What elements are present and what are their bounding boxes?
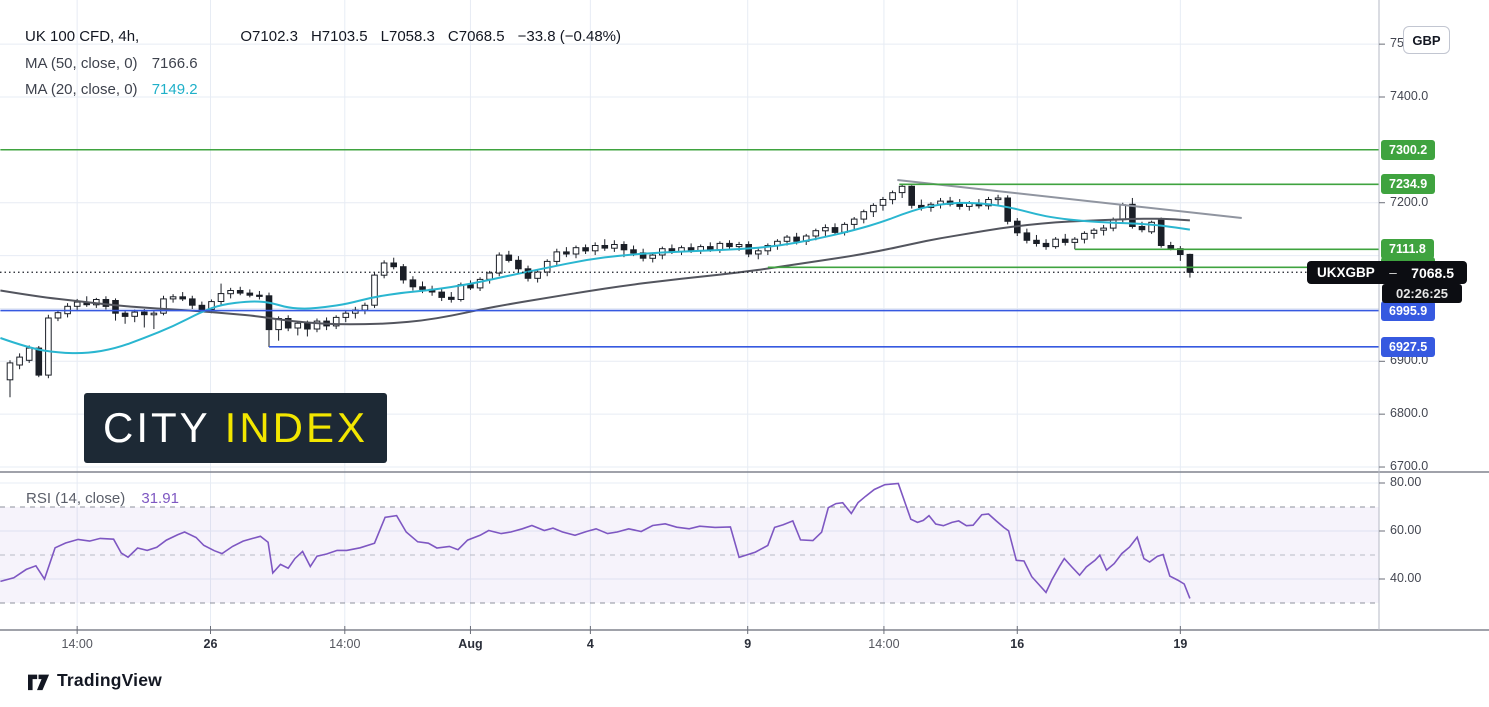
currency-toggle-button[interactable]: GBP <box>1403 26 1450 54</box>
rsi-axis-label: 80.00 <box>1390 475 1422 489</box>
time-axis[interactable]: 14:00 26 14:00 Aug 4 9 14:00 16 19 <box>0 630 1379 665</box>
price-axis-label: 6900.0 <box>1390 353 1429 368</box>
price-axis-label: 6800.0 <box>1390 406 1429 421</box>
ma50-legend[interactable]: MA (50, close, 0) 7166.6 <box>25 55 198 72</box>
watermark-index: INDEX <box>224 404 369 451</box>
rsi-axis-label: 60.00 <box>1390 523 1422 537</box>
ma20-line <box>0 201 1191 355</box>
price-axis[interactable]: 7500.07400.07200.06900.06800.06700.07300… <box>1379 0 1489 630</box>
ma20-value: 7149.2 <box>151 81 198 98</box>
city-index-watermark: CITY INDEX <box>84 393 387 463</box>
rsi-value: 31.91 <box>141 490 179 507</box>
price-level-tag-green: 7111.8 <box>1381 239 1434 260</box>
currency-label: GBP <box>1412 32 1441 48</box>
bar-countdown: 02:26:25 <box>1382 284 1462 303</box>
tradingview-logo-icon <box>28 674 50 690</box>
price-axis-label: 7400.0 <box>1390 89 1429 103</box>
time-axis-label: 9 <box>744 637 752 651</box>
time-axis-label: 14:00 <box>868 637 900 651</box>
rsi-line <box>0 482 1191 599</box>
price-axis-label: 6700.0 <box>1390 459 1429 474</box>
last-price-value: 7068.5 <box>1411 264 1454 281</box>
rsi-label: RSI (14, close) <box>26 490 126 507</box>
time-axis-label: Aug <box>458 637 483 651</box>
ohlc-open: O7102.3 <box>240 28 298 45</box>
ma50-line <box>0 217 1190 326</box>
time-axis-label: 4 <box>586 637 594 651</box>
ma20-legend[interactable]: MA (20, close, 0) 7149.2 <box>25 81 198 98</box>
price-level-tag-green: 7300.2 <box>1381 139 1436 160</box>
ohlc-change: −33.8 (−0.48%) <box>517 28 622 45</box>
time-axis-label: 16 <box>1010 637 1025 651</box>
price-axis-label: 7200.0 <box>1390 194 1429 209</box>
tag-dash: – <box>1389 265 1397 280</box>
ma20-label: MA (20, close, 0) <box>25 81 138 98</box>
ohlc-high: H7103.5 <box>310 28 368 45</box>
symbol-legend[interactable]: UK 100 CFD, 4h, O7102.3 H7103.5 L7058.3 C70… <box>25 28 634 45</box>
ma50-value: 7166.6 <box>151 55 198 72</box>
price-level-tag-blue: 6995.9 <box>1381 300 1436 321</box>
candle-series <box>6 184 1194 398</box>
rsi-axis-label: 40.00 <box>1390 571 1422 585</box>
ohlc-low: L7058.3 <box>380 28 435 45</box>
countdown-value: 02:26:25 <box>1395 286 1449 301</box>
ma50-label: MA (50, close, 0) <box>25 55 138 72</box>
symbol-title: UK 100 CFD, 4h, <box>25 28 140 45</box>
trendline <box>897 178 1242 220</box>
tradingview-attribution[interactable]: TradingView <box>28 670 162 691</box>
watermark-city: CITY <box>102 404 211 451</box>
time-axis-label: 14:00 <box>329 637 361 651</box>
time-axis-label: 14:00 <box>61 637 93 651</box>
price-level-tag-blue: 6927.5 <box>1381 336 1436 357</box>
quote-symbol: UKXGBP <box>1317 265 1375 280</box>
ohlc-close: C7068.5 <box>447 28 505 45</box>
tradingview-logo-text: TradingView <box>57 670 162 690</box>
last-price-tag: UKXGBP – 7068.5 <box>1307 261 1467 284</box>
price-level-tag-green: 7234.9 <box>1381 174 1436 195</box>
ohlc-values: O7102.3 H7103.5 L7058.3 C7068.5 −33.8 (−0.48… <box>240 28 634 45</box>
time-axis-label: 26 <box>203 637 218 651</box>
rsi-legend[interactable]: RSI (14, close) 31.91 <box>26 490 179 507</box>
time-axis-label: 19 <box>1173 637 1188 651</box>
